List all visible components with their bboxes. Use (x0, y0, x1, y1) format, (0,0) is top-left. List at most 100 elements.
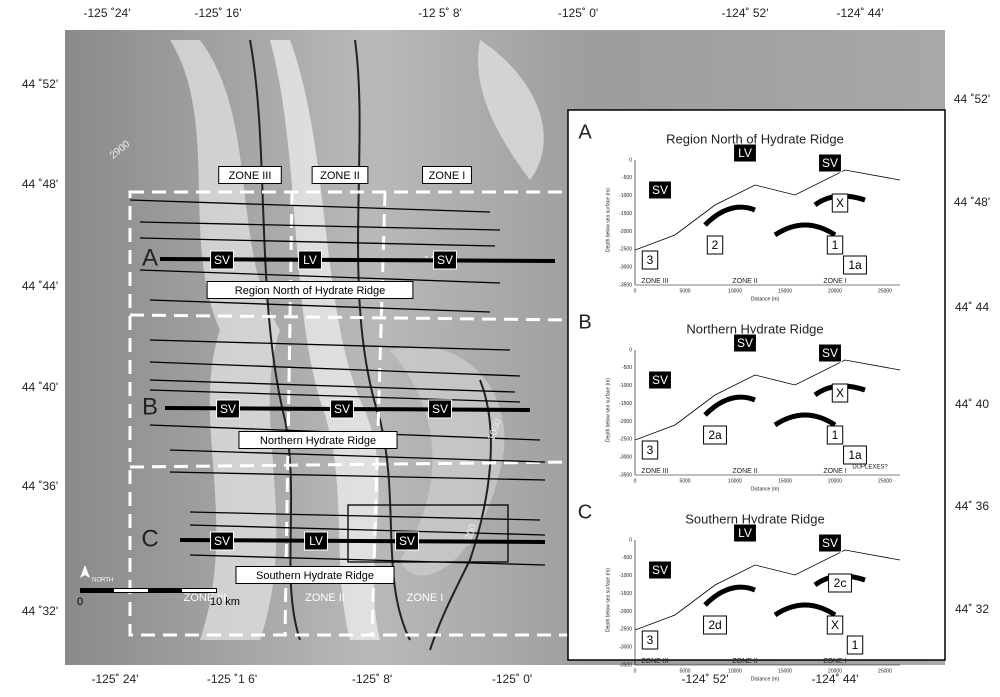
right-latitude: 44˚ 32 (955, 602, 989, 616)
inset-x-title: Distance (m) (751, 676, 780, 682)
figure: -125 ˚24'-125˚ 16'-12 5˚ 8'-125˚ 0'-124˚… (0, 0, 1000, 692)
profile-letter: B (142, 393, 158, 420)
inset-feature: 2c (834, 576, 847, 590)
inset-y-tick: -1000 (619, 573, 632, 579)
zone-label: ZONE II (305, 592, 345, 604)
panel-letter: A (578, 121, 592, 143)
profile-name: Northern Hydrate Ridge (260, 435, 376, 447)
profile-name: Region North of Hydrate Ridge (235, 285, 385, 297)
inset-feature: X (836, 386, 844, 400)
inset-y-tick: -1000 (619, 383, 632, 389)
inset-feature: 1 (832, 238, 839, 252)
inset-x-tick: 5000 (679, 668, 690, 674)
top-longitude: -125 ˚24' (84, 6, 131, 20)
inset-y-tick: -3000 (619, 454, 632, 460)
inset-zone: ZONE III (641, 278, 668, 285)
scale-start: 0 (77, 596, 83, 608)
inset-y-title: Depth below sea surface (m) (605, 378, 611, 442)
velocity-marker: SV (214, 253, 230, 267)
inset-y-tick: -2500 (619, 247, 632, 253)
top-longitude: -12 5˚ 8' (418, 6, 462, 20)
zone-label: ZONE III (229, 170, 272, 182)
inset-zone: ZONE I (823, 468, 846, 475)
north-label: NORTH (92, 578, 113, 584)
bottom-longitude: -125˚ 24' (92, 672, 139, 686)
inset-feature: 3 (647, 443, 654, 457)
velocity-marker: SV (334, 402, 350, 416)
inset-zone: ZONE III (641, 658, 668, 665)
inset-x-tick: 5000 (679, 478, 690, 484)
top-longitude: -124˚ 52' (722, 6, 769, 20)
inset-x-tick: 0 (634, 668, 637, 674)
profile-letter: C (141, 525, 158, 552)
profile-letter: A (142, 244, 158, 271)
inset-x-tick: 20000 (828, 288, 842, 294)
left-latitude: 44 ˚40' (22, 380, 58, 394)
inset-x-tick: 0 (634, 288, 637, 294)
inset-feature: 2 (712, 238, 719, 252)
inset-marker: SV (652, 563, 668, 577)
right-latitude: 44˚ 36 (955, 499, 989, 513)
top-longitude: -124˚ 44' (837, 6, 884, 20)
inset-zone: ZONE I (823, 658, 846, 665)
inset-x-title: Distance (m) (751, 296, 780, 302)
zone-label: ZONE II (320, 170, 360, 182)
inset-y-tick: -3500 (619, 662, 632, 668)
panel-letter: C (578, 501, 592, 523)
left-latitude: 44 ˚48' (22, 177, 58, 191)
inset-y-tick: -2500 (619, 437, 632, 443)
inset-x-tick: 15000 (778, 288, 792, 294)
inset-zone: ZONE I (823, 278, 846, 285)
inset-y-tick: -500 (622, 175, 632, 181)
inset-y-tick: -500 (622, 555, 632, 561)
inset-marker: LV (738, 146, 752, 160)
inset-x-tick: 25000 (878, 668, 892, 674)
inset-marker: SV (652, 183, 668, 197)
inset-x-tick: 15000 (778, 668, 792, 674)
velocity-marker: LV (303, 253, 317, 267)
inset-y-title: Depth below sea surface (m) (605, 568, 611, 632)
inset-feature: 1 (852, 638, 859, 652)
inset-feature: 3 (647, 253, 654, 267)
profile-name: Southern Hydrate Ridge (256, 570, 374, 582)
inset-x-tick: 5000 (679, 288, 690, 294)
bottom-longitude: -125˚ 8' (352, 672, 392, 686)
inset-y-tick: -3500 (619, 282, 632, 288)
inset-y-tick: -1500 (619, 401, 632, 407)
velocity-marker: SV (214, 534, 230, 548)
velocity-marker: SV (432, 402, 448, 416)
inset-x-tick: 20000 (828, 668, 842, 674)
left-latitude: 44 ˚36' (22, 479, 58, 493)
inset-y-tick: 0 (629, 537, 632, 543)
inset-y-tick: -2000 (619, 419, 632, 425)
inset-y-tick: -2500 (619, 627, 632, 633)
inset-y-tick: -500 (622, 365, 632, 371)
inset-y-tick: -3500 (619, 472, 632, 478)
inset-marker: SV (652, 373, 668, 387)
inset-y-tick: -3000 (619, 264, 632, 270)
inset-x-tick: 20000 (828, 478, 842, 484)
inset-zone: ZONE III (641, 468, 668, 475)
velocity-marker: LV (309, 534, 323, 548)
inset-feature: 2d (708, 618, 721, 632)
inset-zone: ZONE II (732, 658, 757, 665)
right-latitude: 44˚ 44 (955, 300, 989, 314)
inset-y-tick: 0 (629, 157, 632, 163)
inset-y-tick: -2000 (619, 229, 632, 235)
inset-y-tick: 0 (629, 347, 632, 353)
inset-marker: SV (822, 346, 838, 360)
inset-feature: X (831, 618, 839, 632)
inset-y-tick: -1500 (619, 211, 632, 217)
velocity-marker: SV (220, 402, 236, 416)
scale-end: 10 km (210, 596, 240, 608)
inset-feature: 1 (832, 428, 839, 442)
inset-note: DUPLEXES? (852, 465, 888, 471)
inset-zone: ZONE II (732, 278, 757, 285)
profile-line (180, 540, 545, 542)
right-latitude: 44 ˚48' (954, 195, 990, 209)
left-latitude: 44 ˚32' (22, 604, 58, 618)
inset-marker: SV (822, 536, 838, 550)
inset-zone: ZONE II (732, 468, 757, 475)
inset-marker: LV (738, 526, 752, 540)
inset-feature: 2a (708, 428, 722, 442)
